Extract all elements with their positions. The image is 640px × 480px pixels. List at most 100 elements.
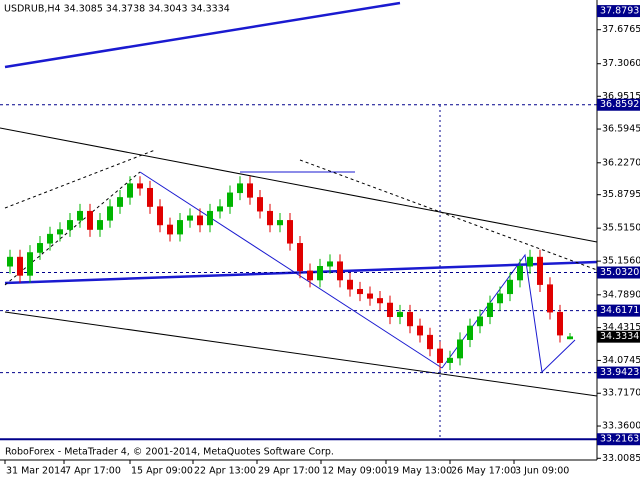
candle-body xyxy=(217,206,223,212)
y-tick-label: 34.4315 xyxy=(602,322,640,333)
y-tick-label: 36.9515 xyxy=(602,91,640,102)
price-level-box xyxy=(597,304,640,317)
x-tick-label: 31 Mar 2014 xyxy=(6,466,66,477)
candle-body xyxy=(447,357,453,363)
x-tick-label: 22 Apr 13:00 xyxy=(194,466,256,477)
x-tick-label: 26 May 17:00 xyxy=(451,466,516,477)
candle-body xyxy=(257,197,263,212)
candle-body xyxy=(417,325,423,336)
candle-body xyxy=(27,252,33,276)
candle-body xyxy=(387,302,393,318)
price-level-label: 37.8793 xyxy=(600,6,639,17)
channel-line xyxy=(0,127,598,243)
candle-body xyxy=(357,288,363,295)
candle-body xyxy=(337,261,343,281)
candle-body xyxy=(567,336,573,340)
candle-body xyxy=(187,215,193,221)
candle-body xyxy=(167,224,173,235)
price-level-box xyxy=(597,98,640,111)
candle-body xyxy=(147,187,153,207)
candle-body xyxy=(157,206,163,226)
candle-body xyxy=(547,284,553,313)
candle-body xyxy=(77,210,83,221)
candle-body xyxy=(517,266,523,281)
candle-body xyxy=(487,302,493,318)
y-tick-label: 34.7890 xyxy=(602,289,640,300)
candle-body xyxy=(467,325,473,340)
plot-area xyxy=(0,104,597,441)
candle-body xyxy=(397,311,403,318)
candle-body xyxy=(267,210,273,226)
candle-body xyxy=(327,261,333,267)
analysis-drawings xyxy=(0,1,598,438)
candle-body xyxy=(287,220,293,244)
price-level-box xyxy=(597,366,640,379)
candle-body xyxy=(237,183,243,194)
price-level-box xyxy=(597,433,640,446)
y-tick-label: 36.2270 xyxy=(602,157,640,168)
y-tick-label: 37.6765 xyxy=(602,24,640,35)
x-tick-label: 12 May 09:00 xyxy=(322,466,387,477)
candle-body xyxy=(127,183,133,198)
price-level-box xyxy=(597,266,640,279)
candle-body xyxy=(317,266,323,281)
x-tick-label: 29 Apr 17:00 xyxy=(258,466,320,477)
candle-body xyxy=(107,206,113,221)
candle-body xyxy=(207,210,213,226)
y-tick-label: 34.0745 xyxy=(602,355,640,366)
y-tick-label: 37.3060 xyxy=(602,58,640,69)
y-tick-label: 35.5150 xyxy=(602,223,640,234)
candle-body xyxy=(537,256,543,285)
y-tick-label: 33.7170 xyxy=(602,388,640,399)
candle-body xyxy=(17,256,23,276)
candle-body xyxy=(427,334,433,350)
candle-body xyxy=(507,279,513,295)
candle-body xyxy=(97,220,103,230)
candle-body xyxy=(307,270,313,281)
candle-body xyxy=(227,192,233,207)
footer-credit: RoboForex - MetaTrader 4, © 2001-2014, M… xyxy=(5,447,334,458)
candle-body xyxy=(477,316,483,327)
dashed-line xyxy=(299,159,598,271)
price-level-box xyxy=(597,330,640,343)
candle-body xyxy=(117,197,123,207)
y-tick-label: 35.8795 xyxy=(602,189,640,200)
y-tick-label: 33.0085 xyxy=(602,453,640,464)
price-level-label: 33.2163 xyxy=(600,434,639,445)
price-level-label: 34.6171 xyxy=(600,305,639,316)
candle-body xyxy=(57,229,63,235)
wave-line xyxy=(139,171,443,369)
candle-body xyxy=(347,279,353,290)
price-level-label: 36.8592 xyxy=(600,99,639,110)
price-level-label: 33.9423 xyxy=(600,367,639,378)
candle-body xyxy=(377,298,383,304)
dashed-line xyxy=(4,171,141,286)
x-tick-label: 19 May 13:00 xyxy=(387,466,452,477)
x-tick-label: 3 Jun 09:00 xyxy=(515,466,569,477)
x-tick-label: 15 Apr 09:00 xyxy=(131,466,193,477)
candle-body xyxy=(137,183,143,189)
candle-body xyxy=(407,311,413,327)
candle-body xyxy=(197,215,203,226)
candle-body xyxy=(277,220,283,226)
x-tick-label: 7 Apr 17:00 xyxy=(65,466,121,477)
price-level-label: 34.3334 xyxy=(600,331,639,342)
y-tick-label: 36.5945 xyxy=(602,124,640,135)
candle-body xyxy=(497,293,503,304)
candle-body xyxy=(437,348,443,363)
symbol-header: USDRUB,H4 34.3085 34.3738 34.3043 34.333… xyxy=(4,4,230,15)
candle-body xyxy=(247,183,253,198)
candle-body xyxy=(177,220,183,235)
candle-body xyxy=(557,311,563,336)
candle-body xyxy=(67,220,73,230)
candle-body xyxy=(87,210,93,230)
y-tick-label: 33.3600 xyxy=(602,421,640,432)
candle-body xyxy=(297,243,303,272)
wave-line xyxy=(441,253,576,374)
channel-line xyxy=(4,311,598,397)
candle-body xyxy=(457,339,463,359)
trend-line xyxy=(4,1,401,69)
price-level-box xyxy=(597,5,640,18)
